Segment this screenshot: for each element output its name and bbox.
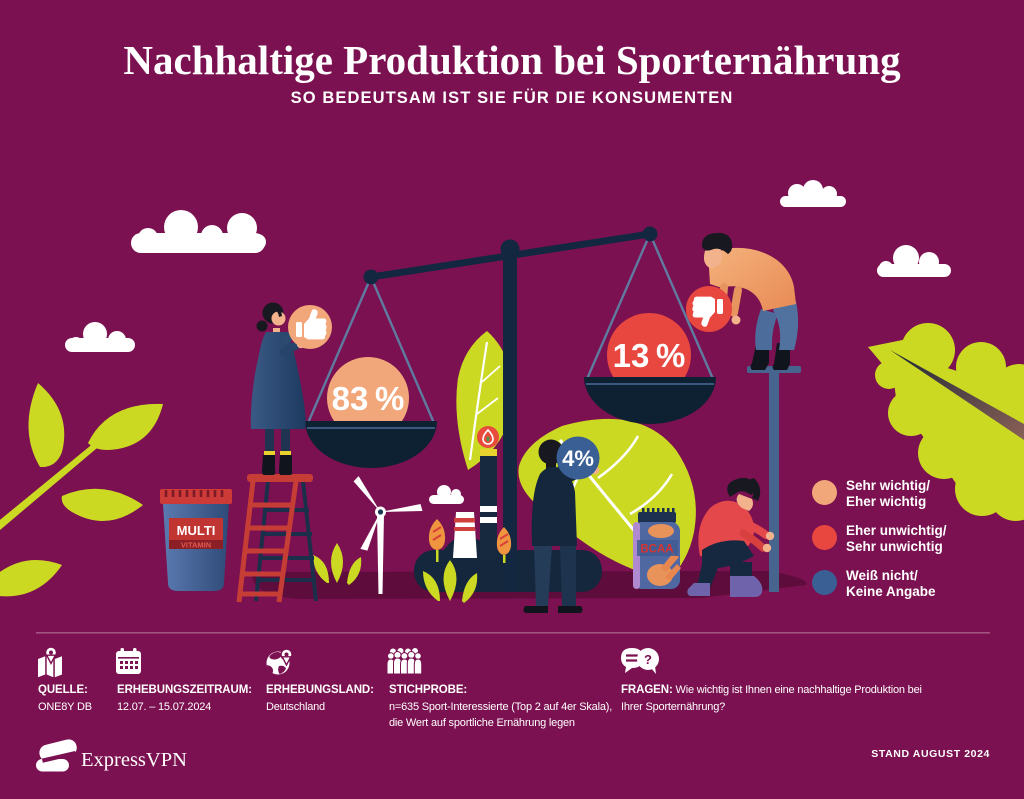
svg-text:4%: 4% [562, 446, 594, 471]
svg-text:83 %: 83 % [332, 380, 405, 417]
svg-text:BCAA: BCAA [640, 544, 673, 556]
svg-text:ExpressVPN: ExpressVPN [81, 749, 187, 771]
svg-text:?: ? [644, 652, 652, 667]
svg-text:13 %: 13 % [613, 337, 686, 374]
svg-text:MULTI: MULTI [177, 523, 216, 538]
svg-text:VITAMIN: VITAMIN [181, 541, 211, 550]
